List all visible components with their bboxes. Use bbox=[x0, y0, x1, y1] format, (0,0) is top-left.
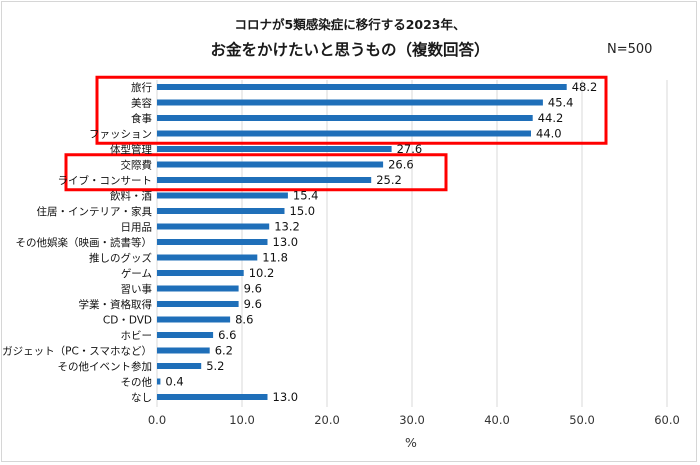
highlight-box bbox=[64, 153, 448, 192]
value-label: 10.2 bbox=[249, 266, 275, 280]
value-label: 13.2 bbox=[274, 220, 300, 234]
value-label: 25.2 bbox=[376, 173, 402, 187]
category-label: その他 bbox=[121, 376, 153, 389]
category-label: ライブ・コンサート bbox=[58, 174, 153, 187]
highlight-boxes bbox=[64, 75, 608, 192]
category-label: ガジェット（PC・スマホなど） bbox=[2, 346, 152, 358]
bar bbox=[157, 208, 285, 214]
bar bbox=[157, 84, 567, 90]
value-label: 48.2 bbox=[572, 80, 598, 94]
value-label: 13.0 bbox=[273, 390, 299, 404]
value-label: 15.0 bbox=[290, 204, 316, 218]
x-tick-label: 50.0 bbox=[569, 413, 595, 427]
value-label: 0.4 bbox=[165, 375, 183, 389]
value-label: 6.2 bbox=[215, 344, 233, 358]
bar bbox=[157, 332, 214, 338]
category-label: なし bbox=[131, 392, 152, 404]
value-label: 5.2 bbox=[206, 359, 224, 373]
bar bbox=[157, 161, 384, 168]
x-tick-label: 20.0 bbox=[314, 413, 340, 427]
bar bbox=[157, 394, 268, 400]
bar bbox=[157, 363, 202, 369]
bar bbox=[157, 223, 270, 230]
bar bbox=[157, 146, 392, 152]
bar bbox=[157, 115, 533, 121]
category-label: 交際費 bbox=[121, 159, 153, 172]
value-label: 8.6 bbox=[235, 313, 253, 327]
category-label: 学業・資格取得 bbox=[79, 298, 153, 311]
category-label: その他娯楽（映画・読書等） bbox=[16, 236, 153, 249]
bar bbox=[157, 316, 231, 323]
value-label: 44.0 bbox=[536, 127, 562, 141]
bar bbox=[157, 177, 372, 183]
value-label: 44.2 bbox=[538, 111, 564, 125]
value-label: 26.6 bbox=[388, 158, 414, 172]
value-label: 9.6 bbox=[244, 297, 262, 311]
value-label: 27.6 bbox=[397, 142, 423, 156]
bar bbox=[157, 347, 210, 354]
chart-title-line2: お金をかけたいと思うもの（複数回答） bbox=[210, 41, 490, 59]
bar bbox=[157, 254, 258, 261]
category-label: CD・DVD bbox=[103, 315, 152, 327]
value-label: 6.6 bbox=[218, 328, 236, 342]
category-label: その他イベント参加 bbox=[58, 360, 153, 373]
category-label: 習い事 bbox=[121, 283, 153, 296]
category-label: 推しのグッズ bbox=[89, 252, 152, 265]
category-label: ホビー bbox=[121, 330, 153, 342]
category-label: ゲーム bbox=[121, 268, 152, 280]
highlight-box bbox=[95, 75, 608, 145]
bar bbox=[157, 99, 543, 106]
category-label: 飲料・酒 bbox=[110, 190, 152, 203]
bar bbox=[157, 285, 239, 292]
category-label: ファッション bbox=[89, 129, 152, 141]
x-axis-label: % bbox=[405, 435, 417, 450]
value-label: 11.8 bbox=[262, 251, 288, 265]
x-tick-label: 30.0 bbox=[399, 413, 425, 427]
value-label: 45.4 bbox=[548, 96, 574, 110]
chart-title-line1: コロナが5類感染症に移行する2023年、 bbox=[234, 17, 466, 32]
category-label: 美容 bbox=[131, 97, 152, 110]
category-label: 住居・インテリア・家具 bbox=[37, 205, 153, 218]
bar bbox=[157, 192, 288, 199]
x-tick-label: 10.0 bbox=[229, 413, 255, 427]
bar bbox=[157, 301, 239, 307]
bar bbox=[157, 239, 268, 245]
bar bbox=[157, 378, 161, 385]
bar bbox=[157, 270, 244, 276]
category-label: 食事 bbox=[131, 112, 152, 125]
x-tick-label: 60.0 bbox=[654, 413, 680, 427]
value-label: 13.0 bbox=[273, 235, 299, 249]
category-label: 日用品 bbox=[121, 222, 153, 234]
x-tick-label: 0.0 bbox=[148, 413, 166, 427]
bar bbox=[157, 130, 531, 137]
x-tick-label: 40.0 bbox=[484, 413, 510, 427]
category-label: 体型管理 bbox=[110, 143, 152, 156]
labels: 0.0 10.0 20.0 30.0 40.0 50.0 60.0% 旅行 48.2 美容 45.4… bbox=[2, 80, 680, 450]
value-label: 15.4 bbox=[293, 189, 319, 203]
category-label: 旅行 bbox=[131, 81, 152, 94]
value-label: 9.6 bbox=[244, 282, 262, 296]
sample-size-label: N=500 bbox=[607, 42, 653, 57]
bars bbox=[157, 84, 567, 400]
